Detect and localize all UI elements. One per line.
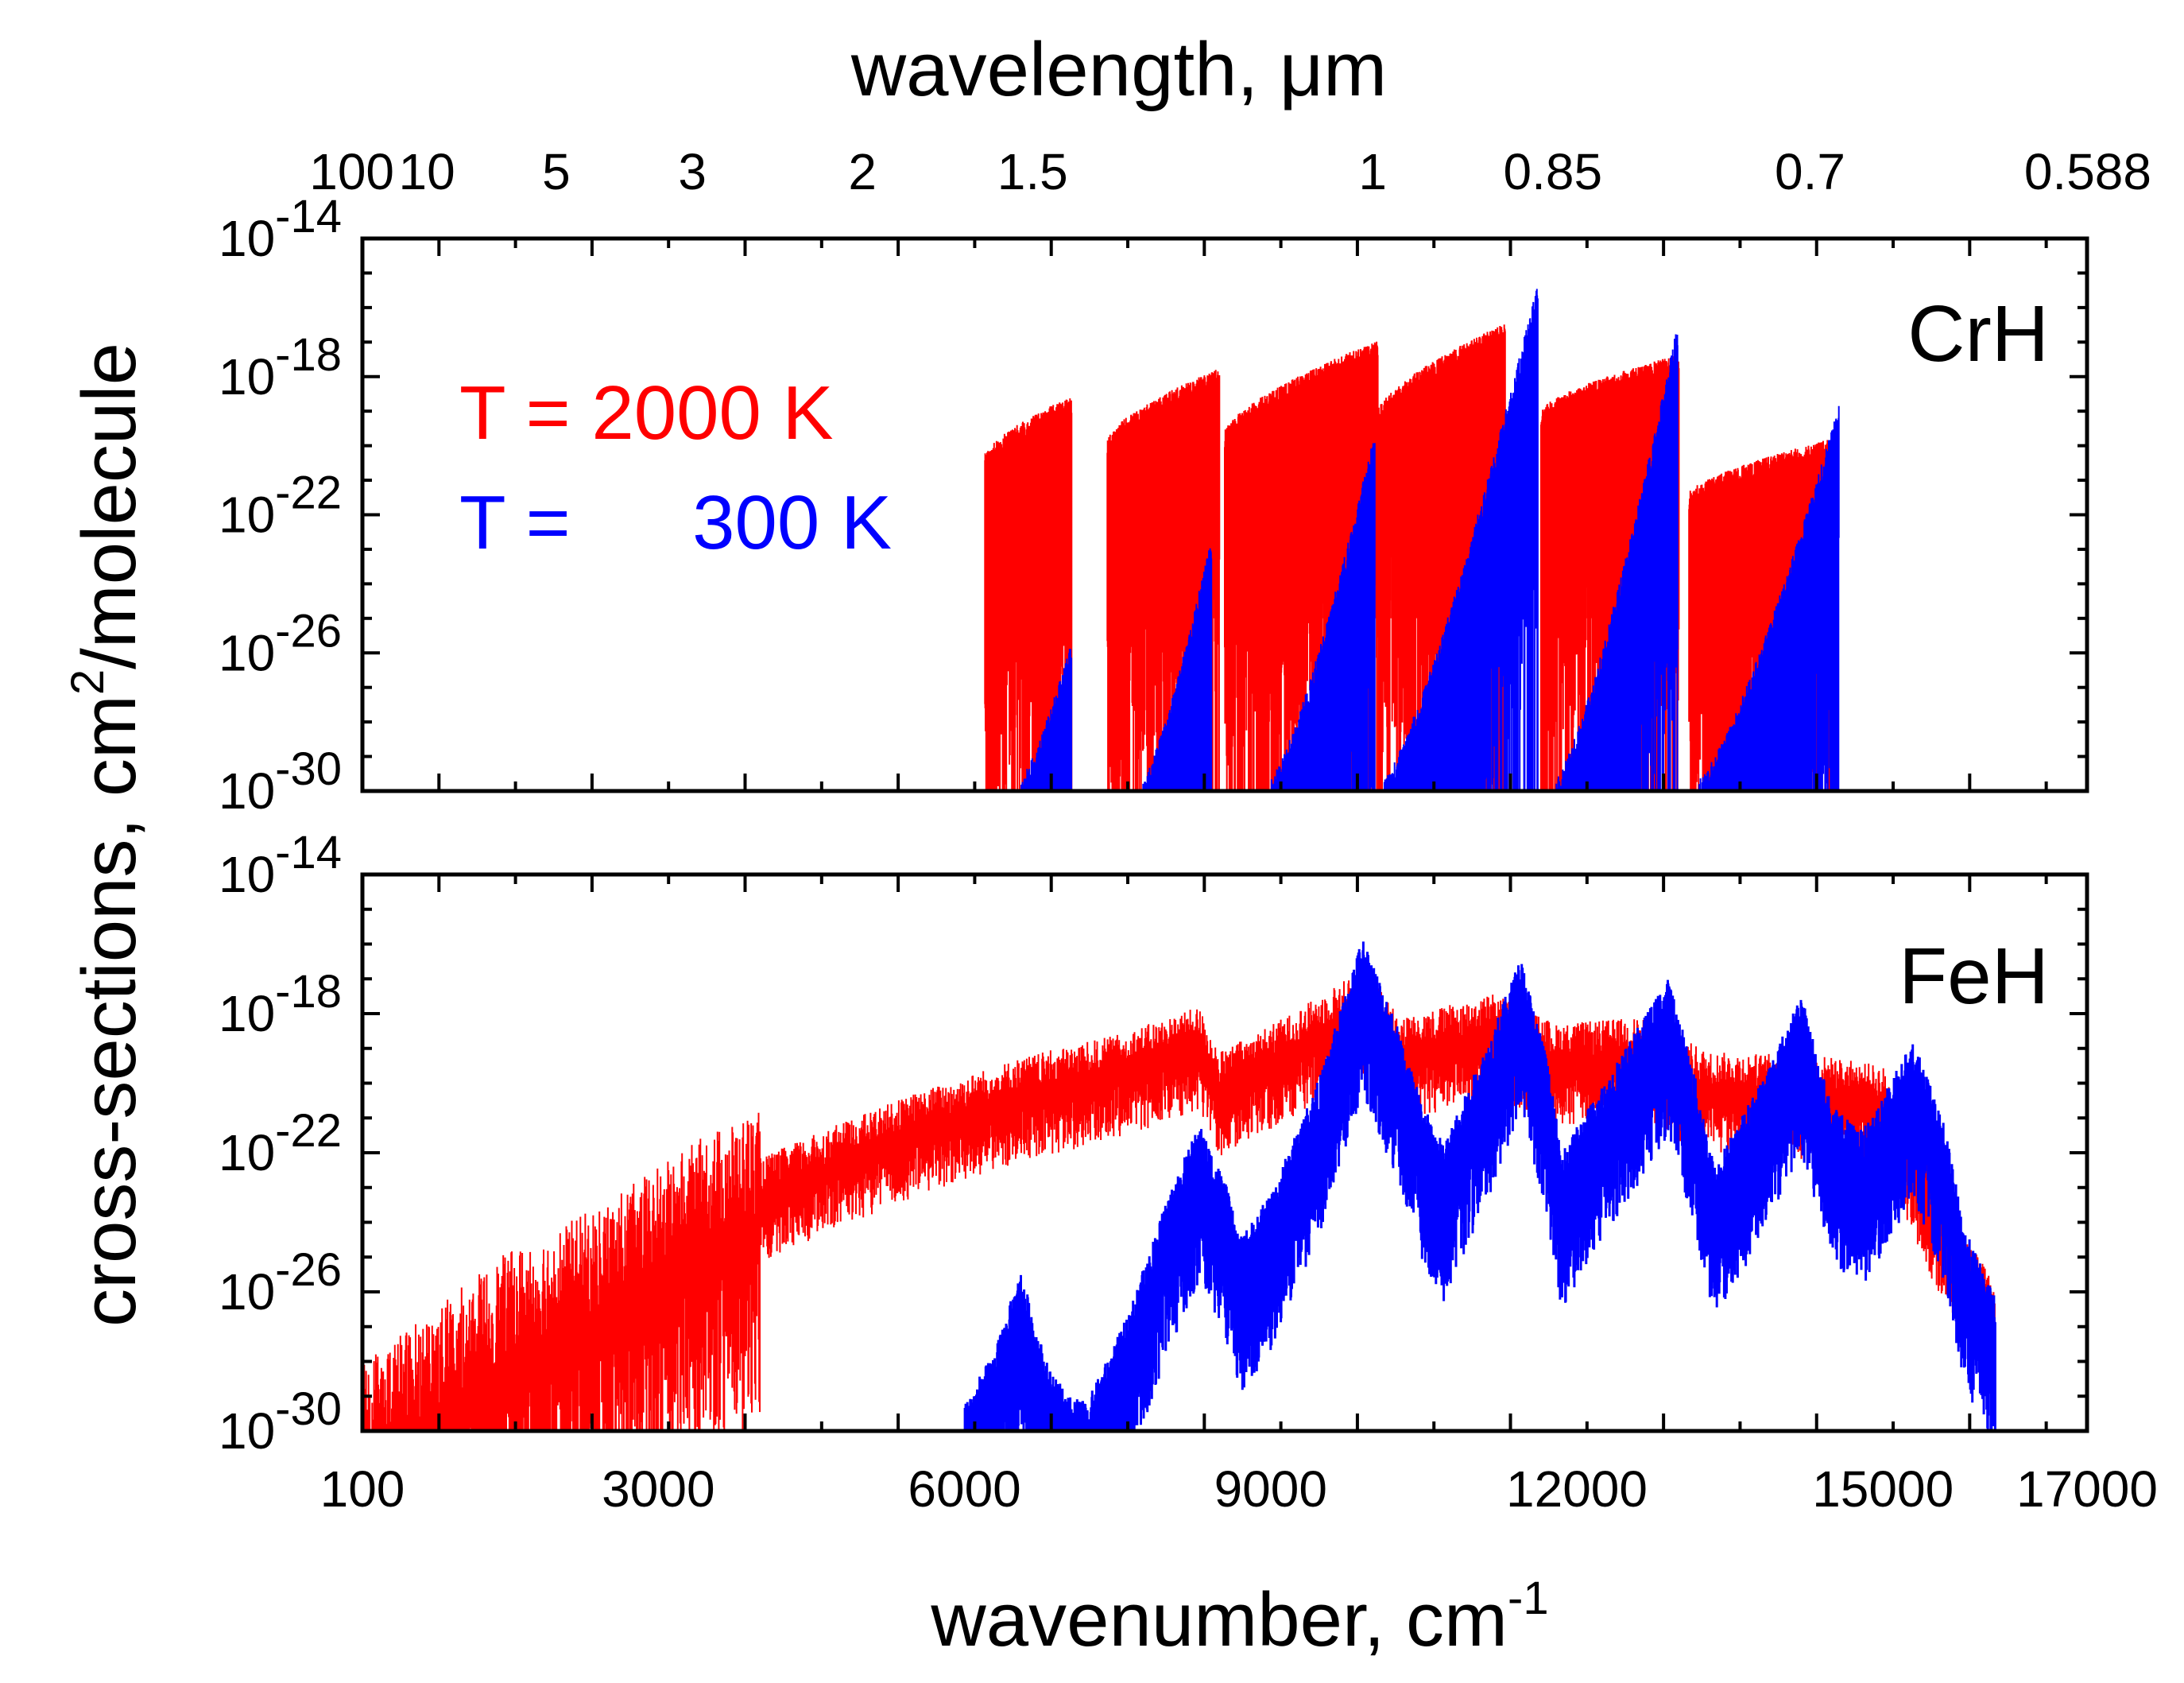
- y-tick-exponent: -14: [275, 191, 342, 242]
- y-tick-label: 10-22: [219, 467, 342, 544]
- y-axis-title-part2: /molecule: [67, 343, 152, 669]
- crh-2000k-band-fill-0: [985, 456, 1072, 619]
- crh-300k-band-1: [1142, 548, 1213, 791]
- y-tick-base: 10: [219, 1263, 275, 1320]
- y-tick-base: 10: [219, 348, 275, 405]
- y-tick-label: 10-14: [219, 827, 342, 903]
- x-axis-title: wavenumber, cm-1: [930, 1572, 1548, 1662]
- feh-ticks: [362, 873, 2087, 1433]
- x-tick-label: 100: [320, 1460, 405, 1518]
- top-tick-label: 5: [542, 143, 571, 200]
- y-tick-exponent: -26: [275, 605, 342, 657]
- crh-2000k-band-fill-2: [1225, 401, 1378, 619]
- feh-panel: FeH: [360, 872, 2089, 1433]
- y-tick-exponent: -22: [275, 467, 342, 519]
- x-tick-label: 3000: [602, 1460, 714, 1518]
- y-tick-base: 10: [219, 210, 275, 267]
- y-tick-exponent: -22: [275, 1105, 342, 1157]
- x-tick-label: 6000: [908, 1460, 1020, 1518]
- x-axis-tick-labels: 100 3000 6000 9000 12000 15000 17000: [320, 1460, 2158, 1518]
- crh-300k-band-4: [1555, 334, 1679, 791]
- top-tick-label: 0.7: [1775, 143, 1845, 200]
- y-tick-label: 10-22: [219, 1105, 342, 1181]
- x-tick-label: 15000: [1812, 1460, 1954, 1518]
- crh-2000k-band-fill-1: [1107, 428, 1220, 619]
- y-tick-label: 10-30: [219, 1383, 342, 1460]
- y-tick-base: 10: [219, 1402, 275, 1460]
- crh-label: CrH: [1907, 289, 2049, 378]
- crh-300k-band-lines-4: [1555, 334, 1679, 791]
- y-tick-exponent: -30: [275, 743, 342, 795]
- y-axis-title: cross-sections, cm2/molecule: [62, 343, 152, 1327]
- top-tick-label: 0.85: [1504, 143, 1603, 200]
- x-axis-title-sup: -1: [1508, 1572, 1549, 1624]
- x-axis-title-main: wavenumber, cm: [930, 1577, 1508, 1662]
- legend-300k-value: 300 K: [692, 480, 892, 565]
- feh-300k-lines: [963, 941, 1996, 1431]
- y-tick-base: 10: [219, 624, 275, 681]
- y-tick-label: 10-26: [219, 605, 342, 681]
- x-tick-label: 12000: [1506, 1460, 1648, 1518]
- y-tick-exponent: -14: [275, 827, 342, 878]
- crh-ticks: [362, 237, 2087, 793]
- feh-300k-series: [963, 941, 1996, 1431]
- crh-300k-band-lines-3: [1382, 289, 1539, 791]
- y-tick-label: 10-26: [219, 1244, 342, 1320]
- crh-300k-band-lines-1: [1142, 548, 1213, 791]
- crh-300k-band-0: [1020, 649, 1073, 791]
- legend-2000k-value: 2000 K: [591, 370, 833, 456]
- crh-2000k-band-1: [1106, 370, 1221, 791]
- y-axis-tick-labels: 10-1410-1810-2210-2610-3010-1410-1810-22…: [219, 191, 342, 1460]
- crh-2000k-band-2: [1224, 341, 1379, 791]
- y-tick-exponent: -26: [275, 1244, 342, 1296]
- top-axis-title: wavelength, μm: [850, 27, 1387, 112]
- y-tick-exponent: -18: [275, 329, 342, 381]
- crh-300k-band-lines-5: [1698, 405, 1840, 791]
- top-tick-label: 10: [399, 143, 455, 200]
- y-tick-base: 10: [219, 1124, 275, 1181]
- y-tick-label: 10-30: [219, 743, 342, 820]
- y-axis-title-part1: cross-sections, cm: [67, 695, 152, 1327]
- y-axis-title-sup: 2: [62, 669, 114, 695]
- crh-300k-band-lines-0: [1020, 649, 1073, 791]
- y-tick-label: 10-18: [219, 966, 342, 1042]
- top-tick-label: 1.5: [997, 143, 1068, 200]
- y-tick-base: 10: [219, 846, 275, 903]
- y-tick-exponent: -30: [275, 1383, 342, 1435]
- legend-300k-prefix: T =: [459, 480, 571, 565]
- crh-panel: CrH T = 2000 K T = 300 K: [360, 236, 2089, 793]
- crh-2000k-band-0: [984, 398, 1073, 791]
- legend: T = 2000 K T = 300 K: [459, 370, 892, 565]
- top-tick-label: 100: [309, 143, 394, 200]
- x-tick-label: 17000: [2016, 1460, 2158, 1518]
- top-tick-label: 0.588: [2024, 143, 2151, 200]
- y-tick-label: 10-14: [219, 191, 342, 267]
- y-tick-base: 10: [219, 985, 275, 1042]
- y-tick-exponent: -18: [275, 966, 342, 1018]
- legend-2000k-prefix: T =: [459, 370, 591, 456]
- top-axis-tick-labels: 100 10 5 3 2 1.5 1 0.85 0.7 0.588: [309, 143, 2151, 200]
- legend-300k-value-text: 300 K: [692, 480, 892, 565]
- y-tick-base: 10: [219, 762, 275, 820]
- crh-300k-band-5: [1698, 405, 1840, 791]
- x-tick-label: 9000: [1214, 1460, 1327, 1518]
- top-tick-label: 3: [678, 143, 707, 200]
- legend-entry-2000k: T = 2000 K: [459, 370, 834, 456]
- y-tick-base: 10: [219, 487, 275, 544]
- top-tick-label: 2: [848, 143, 877, 200]
- crh-300k-band-3: [1382, 289, 1539, 791]
- legend-entry-300k: T =: [459, 480, 571, 565]
- y-tick-label: 10-18: [219, 329, 342, 405]
- top-tick-label: 1: [1358, 143, 1387, 200]
- feh-label: FeH: [1899, 932, 2049, 1021]
